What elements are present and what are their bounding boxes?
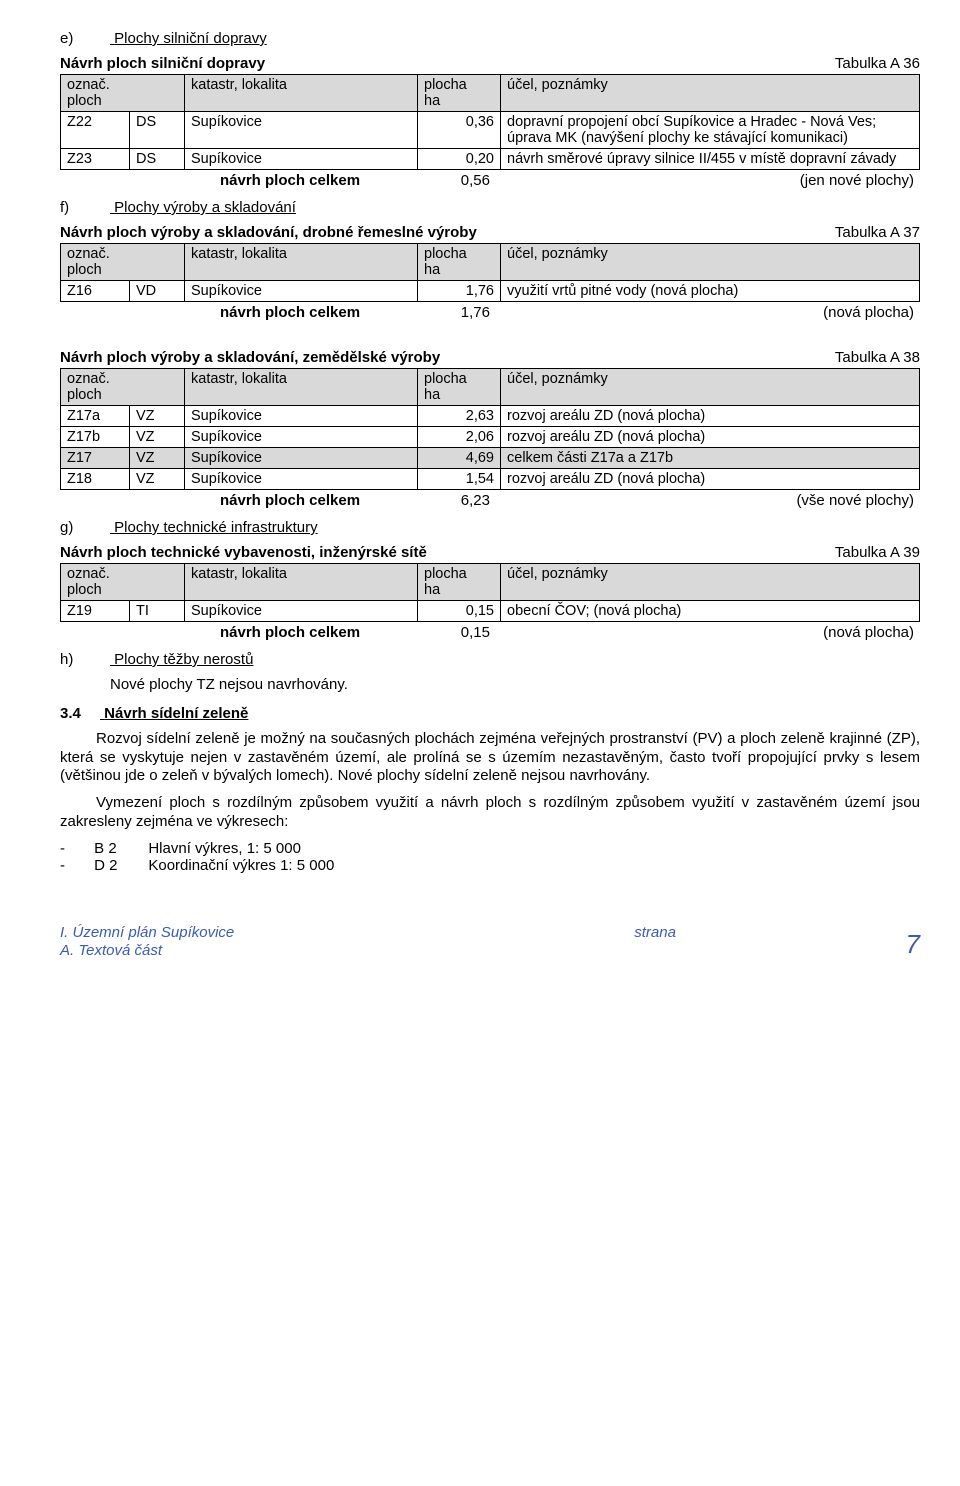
t36-title: Návrh ploch silniční dopravy (60, 55, 265, 72)
table-37: označ. ploch katastr, lokalita plocha ha… (60, 243, 920, 302)
t36-sum: návrh ploch celkem 0,56 (jen nové plochy… (60, 172, 920, 189)
t38-sum: návrh ploch celkem 6,23 (vše nové plochy… (60, 492, 920, 509)
section-h-heading: h) Plochy těžby nerostů (60, 651, 920, 668)
table-38: označ. ploch katastr, lokalita plocha ha… (60, 368, 920, 490)
table-row: Z16 VD Supíkovice 1,76 využití vrtů pitn… (61, 281, 920, 302)
t38-title: Návrh ploch výroby a skladování, zeměděl… (60, 349, 440, 366)
t37-title: Návrh ploch výroby a skladování, drobné … (60, 224, 477, 241)
page-footer: I. Územní plán Supíkovice strana A. Text… (60, 924, 920, 960)
section-f-heading: f) Plochy výroby a skladování (60, 199, 920, 216)
t38-title-row: Návrh ploch výroby a skladování, zeměděl… (60, 349, 920, 366)
list-item: - D 2 Koordinační výkres 1: 5 000 (60, 857, 920, 874)
t37-label: Tabulka A 37 (835, 224, 920, 241)
para-2: Vymezení ploch s rozdílným způsobem využ… (60, 794, 920, 832)
t39-title-row: Návrh ploch technické vybavenosti, inžen… (60, 544, 920, 561)
th-oznac: označ. ploch (61, 75, 185, 112)
th-plocha: plocha ha (418, 75, 501, 112)
t39-title: Návrh ploch technické vybavenosti, inžen… (60, 544, 427, 561)
t37-sum: návrh ploch celkem 1,76 (nová plocha) (60, 304, 920, 321)
footer-line2: A. Textová část (60, 942, 676, 960)
section-e-heading: e) Plochy silniční dopravy (60, 30, 920, 47)
section-h-note: Nové plochy TZ nejsou navrhovány. (110, 676, 920, 695)
t38-label: Tabulka A 38 (835, 349, 920, 366)
th-ucel: účel, poznámky (501, 75, 920, 112)
list-item: - B 2 Hlavní výkres, 1: 5 000 (60, 840, 920, 857)
table-row: Z17b VZ Supíkovice 2,06 rozvoj areálu ZD… (61, 427, 920, 448)
table-row: Z17a VZ Supíkovice 2,63 rozvoj areálu ZD… (61, 406, 920, 427)
table-row: Z22 DS Supíkovice 0,36 dopravní propojen… (61, 112, 920, 149)
table-row: Z23 DS Supíkovice 0,20 návrh směrové úpr… (61, 149, 920, 170)
t39-sum: návrh ploch celkem 0,15 (nová plocha) (60, 624, 920, 641)
footer-line1: I. Územní plán Supíkovice strana (60, 924, 676, 942)
table-row: Z18 VZ Supíkovice 1,54 rozvoj areálu ZD … (61, 469, 920, 490)
table-row: Z19 TI Supíkovice 0,15 obecní ČOV; (nová… (61, 601, 920, 622)
t36-title-row: Návrh ploch silniční dopravy Tabulka A 3… (60, 55, 920, 72)
t37-title-row: Návrh ploch výroby a skladování, drobné … (60, 224, 920, 241)
table-36: označ. ploch katastr, lokalita plocha ha… (60, 74, 920, 170)
t36-label: Tabulka A 36 (835, 55, 920, 72)
table-row-highlight: Z17 VZ Supíkovice 4,69 celkem části Z17a… (61, 448, 920, 469)
para-1: Rozvoj sídelní zeleně je možný na součas… (60, 730, 920, 786)
th-katastr: katastr, lokalita (185, 75, 418, 112)
table-39: označ. ploch katastr, lokalita plocha ha… (60, 563, 920, 622)
t39-label: Tabulka A 39 (835, 544, 920, 561)
heading-3-4: 3.4 Návrh sídelní zeleně (60, 705, 920, 722)
page-number: 7 (906, 929, 920, 960)
section-g-heading: g) Plochy technické infrastruktury (60, 519, 920, 536)
